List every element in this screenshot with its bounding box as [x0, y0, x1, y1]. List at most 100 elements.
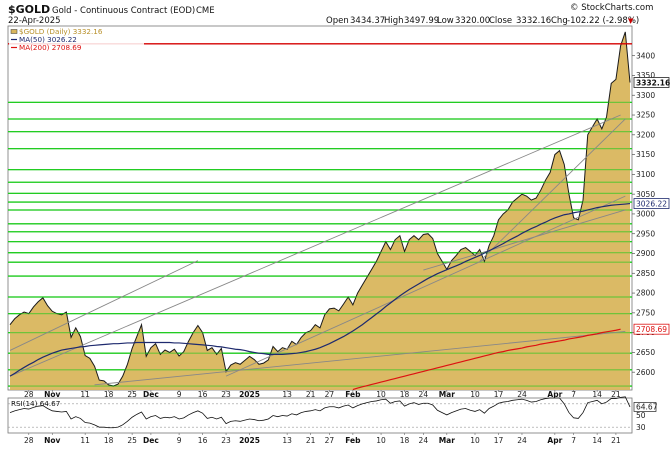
high-value: 3497.99: [404, 16, 439, 26]
y-tick-label-3300: 3300: [636, 91, 655, 100]
price-x-label-22: 7: [571, 390, 576, 399]
rsi-x-label-2: 11: [80, 436, 90, 445]
rsi-x-label-5: Dec: [143, 436, 159, 445]
rsi-y-label-30: 30: [636, 423, 646, 432]
moving-averages: [9, 202, 631, 391]
y-tick-label-3100: 3100: [636, 170, 655, 179]
rsi-x-label-24: 21: [611, 436, 621, 445]
chg-label: Chg: [551, 16, 568, 26]
price-x-label-15: 18: [400, 390, 410, 399]
legend-ma200: MA(200) 2708.69: [19, 43, 82, 52]
price-x-label-17: Mar: [439, 390, 456, 399]
price-panel: [7, 25, 633, 391]
legend-price: $GOLD (Daily) 3332.16: [19, 27, 103, 36]
rsi-x-label-19: 17: [494, 436, 504, 445]
y-tick-label-2650: 2650: [636, 348, 655, 357]
price-x-label-24: 21: [611, 390, 621, 399]
close-value: 3332.16: [516, 16, 551, 26]
date-text: 22-Apr-2025: [8, 16, 61, 26]
price-x-label-1: Nov: [44, 390, 60, 399]
trend-line-0: [9, 260, 199, 351]
legend-ma50: MA(50) 3026.22: [19, 35, 77, 44]
price-label-2: 2708.69: [636, 325, 667, 334]
ma200-line: [352, 328, 621, 391]
price-x-label-7: 16: [198, 390, 208, 399]
open-value: 3434.37: [350, 16, 385, 26]
price-x-label-3: 18: [104, 390, 114, 399]
price-x-label-2: 11: [80, 390, 90, 399]
exchange-text: CME: [196, 6, 215, 16]
price-x-label-12: 27: [325, 390, 335, 399]
legend-price-swatch: [10, 29, 18, 34]
rsi-x-label-8: 23: [221, 436, 231, 445]
rsi-line: [9, 396, 631, 429]
chg-value: -102.22 (-2.98%): [567, 16, 639, 26]
y-tick-label-3200: 3200: [636, 130, 655, 139]
price-x-label-0: 28: [24, 390, 34, 399]
trend-line-5: [479, 118, 626, 262]
trend-line-1: [9, 114, 621, 377]
rsi-x-label-17: Mar: [439, 436, 456, 445]
legend-background: [9, 27, 144, 54]
rsi-x-label-16: 24: [419, 436, 429, 445]
rsi-x-label-3: 18: [104, 436, 114, 445]
rsi-x-label-18: 10: [470, 436, 480, 445]
y-tick-label-2750: 2750: [636, 308, 655, 317]
rsi-x-label-7: 16: [198, 436, 208, 445]
rsi-layer: [8, 396, 632, 429]
y-tick-label-3000: 3000: [636, 210, 655, 219]
price-x-label-13: Feb: [345, 390, 361, 399]
price-x-label-21: Apr: [547, 390, 562, 399]
low-value: 3320.00: [455, 16, 490, 26]
price-x-label-6: 9: [177, 390, 182, 399]
price-label-0: 3332.16: [636, 79, 670, 88]
y-tick-label-3050: 3050: [636, 190, 655, 199]
rsi-x-label-23: 14: [592, 436, 602, 445]
price-x-label-8: 23: [221, 390, 231, 399]
rsi-label: RSI(14) 64.67: [11, 399, 60, 408]
symbol-text: $GOLD: [8, 3, 50, 16]
rsi-x-label-13: Feb: [345, 436, 361, 445]
trend-line-4: [423, 209, 626, 271]
price-area: [10, 31, 630, 391]
price-x-label-10: 13: [282, 390, 292, 399]
price-labels: 3332.16 3026.22 2708.69: [633, 77, 670, 335]
rsi-x-label-10: 13: [282, 436, 292, 445]
price-x-label-14: 10: [376, 390, 386, 399]
price-x-label-16: 24: [419, 390, 429, 399]
trend-line-2: [94, 330, 626, 386]
down-arrow-icon: ▼: [628, 17, 634, 25]
price-x-label-9: 2025: [239, 390, 260, 399]
legend: $GOLD (Daily) 3332.16 MA(50) 3026.22 MA(…: [9, 27, 144, 54]
ma50-line: [9, 202, 631, 377]
price-area-layer: [8, 31, 632, 391]
rsi-x-label-11: 21: [306, 436, 316, 445]
y-tick-label-2950: 2950: [636, 229, 655, 238]
price-x-label-4: 25: [127, 390, 137, 399]
y-tick-label-3350: 3350: [636, 71, 655, 80]
rsi-x-label-9: 2025: [239, 436, 260, 445]
y-tick-label-3400: 3400: [636, 51, 655, 60]
price-label-box-1: [633, 198, 670, 209]
watermark-text: © StockCharts.com: [570, 3, 653, 13]
price-y-axis: 2600265027002750280028502900295030003050…: [632, 51, 655, 377]
rsi-x-label-22: 7: [571, 436, 576, 445]
price-x-label-18: 10: [470, 390, 480, 399]
y-tick-label-2800: 2800: [636, 289, 655, 298]
rsi-current-box: [633, 402, 657, 412]
price-label-1: 3026.22: [636, 200, 667, 209]
rsi-x-label-20: 24: [517, 436, 527, 445]
rsi-current-label: 64.67: [636, 403, 658, 412]
rsi-x-label-6: 9: [177, 436, 182, 445]
close-label: Close: [489, 16, 512, 26]
y-tick-label-3150: 3150: [636, 150, 655, 159]
price-x-label-20: 24: [517, 390, 527, 399]
rsi-x-label-15: 18: [400, 436, 410, 445]
price-x-label-11: 21: [306, 390, 316, 399]
y-tick-label-3250: 3250: [636, 111, 655, 120]
price-x-label-23: 14: [592, 390, 602, 399]
price-x-label-19: 17: [494, 390, 504, 399]
rsi-x-label-21: Apr: [547, 436, 562, 445]
